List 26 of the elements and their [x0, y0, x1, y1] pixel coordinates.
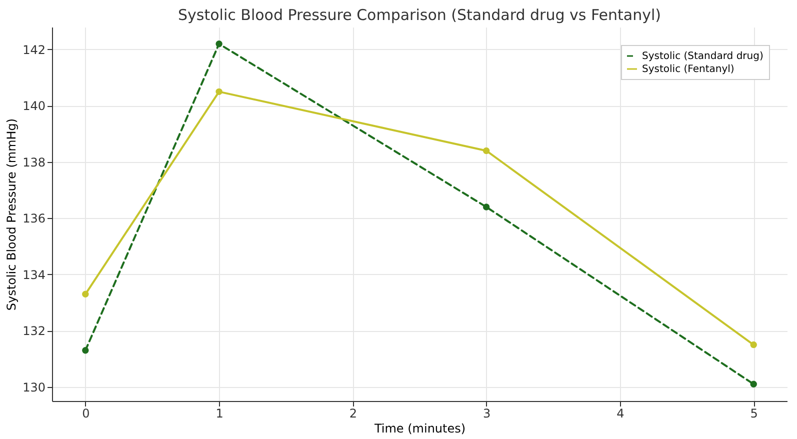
point: [216, 40, 222, 48]
chart-title: Systolic Blood Pressure Comparison (Standard drug vs Fentanyl): [178, 6, 661, 24]
legend-label: Systolic (Standard drug): [642, 51, 764, 62]
y-tick-label: 140: [22, 99, 46, 114]
legend-label: Systolic (Fentanyl): [642, 64, 734, 75]
point: [216, 88, 222, 96]
y-axis-title: Systolic Blood Pressure (mmHg): [4, 118, 19, 311]
x-tick-label: 5: [750, 406, 758, 420]
y-tick-label: 132: [22, 324, 46, 338]
point: [482, 147, 490, 154]
x-tick-label: 2: [349, 406, 357, 420]
x-tick-label: 3: [483, 406, 491, 420]
x-tick-label: 1: [216, 406, 224, 420]
y-tick-label: 134: [22, 268, 46, 282]
y-tick-label: 138: [22, 155, 46, 170]
point: [82, 290, 89, 298]
y-tick-label: 142: [22, 42, 46, 57]
x-axis-title: Time (minutes): [373, 422, 466, 436]
x-tick-label: 0: [82, 406, 90, 420]
point: [750, 380, 757, 388]
y-tick-label: 130: [22, 380, 46, 394]
point: [750, 341, 757, 348]
point: [482, 204, 490, 210]
point: [82, 347, 89, 354]
x-tick-label: 4: [616, 406, 624, 420]
y-tick-label: 136: [22, 212, 46, 226]
